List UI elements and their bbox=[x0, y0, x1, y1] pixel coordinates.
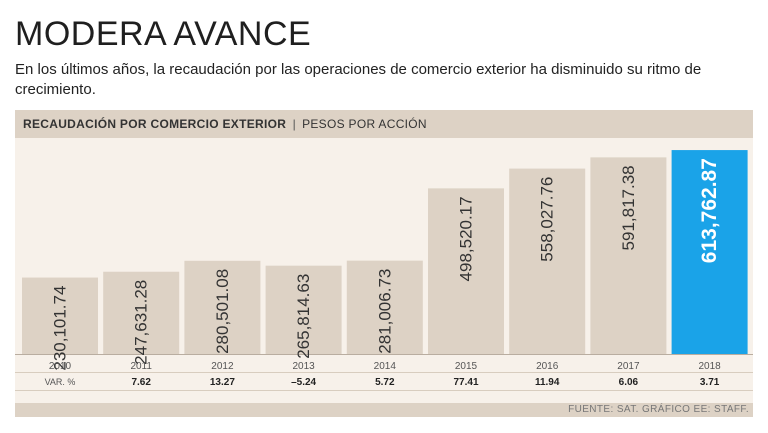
bar-2015 bbox=[428, 188, 504, 354]
chart-header-label: RECAUDACIÓN POR COMERCIO EXTERIOR bbox=[23, 117, 287, 131]
x-tick-label-2015: 2015 bbox=[455, 361, 478, 372]
bar-value-label-2017: 591,817.38 bbox=[619, 165, 638, 250]
bar-2010 bbox=[22, 277, 98, 354]
var-value-2011: 7.62 bbox=[131, 377, 151, 388]
bar-2016 bbox=[509, 168, 586, 354]
bar-2013 bbox=[265, 265, 342, 354]
x-tick-label-2017: 2017 bbox=[617, 361, 640, 372]
var-value-2014: 5.72 bbox=[375, 377, 395, 388]
x-tick-label-2016: 2016 bbox=[536, 361, 559, 372]
x-tick-label-2010: 2010 bbox=[49, 361, 72, 372]
bar-value-label-2010: 230,101.74 bbox=[51, 286, 70, 371]
x-tick-label-2011: 2011 bbox=[130, 361, 152, 372]
bar-value-label-2018: 613,762.87 bbox=[698, 158, 721, 263]
var-label: VAR. % bbox=[45, 377, 76, 387]
bar-value-label-2015: 498,520.17 bbox=[457, 196, 476, 281]
bar-value-label-2012: 280,501.08 bbox=[213, 269, 232, 354]
chart-header-separator: | bbox=[292, 117, 296, 131]
x-tick-label-2012: 2012 bbox=[211, 361, 234, 372]
chart-header-unit: PESOS POR ACCIÓN bbox=[302, 117, 427, 131]
bar-value-label-2016: 558,027.76 bbox=[538, 177, 557, 262]
x-tick-label-2014: 2014 bbox=[374, 361, 397, 372]
bar-value-label-2014: 281,006.73 bbox=[375, 269, 394, 354]
var-value-2015: 77.41 bbox=[453, 377, 478, 388]
bar-2012 bbox=[184, 260, 261, 354]
var-value-2013: –5.24 bbox=[291, 377, 316, 388]
var-value-2012: 13.27 bbox=[210, 377, 235, 388]
var-value-2016: 11.94 bbox=[535, 377, 560, 388]
bar-value-label-2011: 247,631.28 bbox=[132, 280, 151, 365]
source-note: FUENTE: SAT. GRÁFICO EE: STAFF. bbox=[568, 404, 749, 415]
x-tick-label-2018: 2018 bbox=[698, 361, 721, 372]
footer: FUENTE: SAT. GRÁFICO EE: STAFF. bbox=[15, 403, 753, 417]
bar-2011 bbox=[103, 271, 180, 354]
page-title: MODERA AVANCE bbox=[15, 15, 312, 53]
chart-header: RECAUDACIÓN POR COMERCIO EXTERIOR | PESO… bbox=[15, 110, 753, 138]
var-value-2017: 6.06 bbox=[619, 377, 639, 388]
bar-2017 bbox=[590, 157, 667, 354]
x-tick-label-2013: 2013 bbox=[292, 361, 315, 372]
bar-2014 bbox=[346, 260, 423, 354]
page-subtitle: En los últimos años, la recaudación por … bbox=[15, 61, 702, 98]
bar-value-label-2013: 265,814.63 bbox=[294, 274, 313, 359]
var-value-2018: 3.71 bbox=[700, 377, 720, 388]
bar-2018 bbox=[671, 150, 748, 354]
